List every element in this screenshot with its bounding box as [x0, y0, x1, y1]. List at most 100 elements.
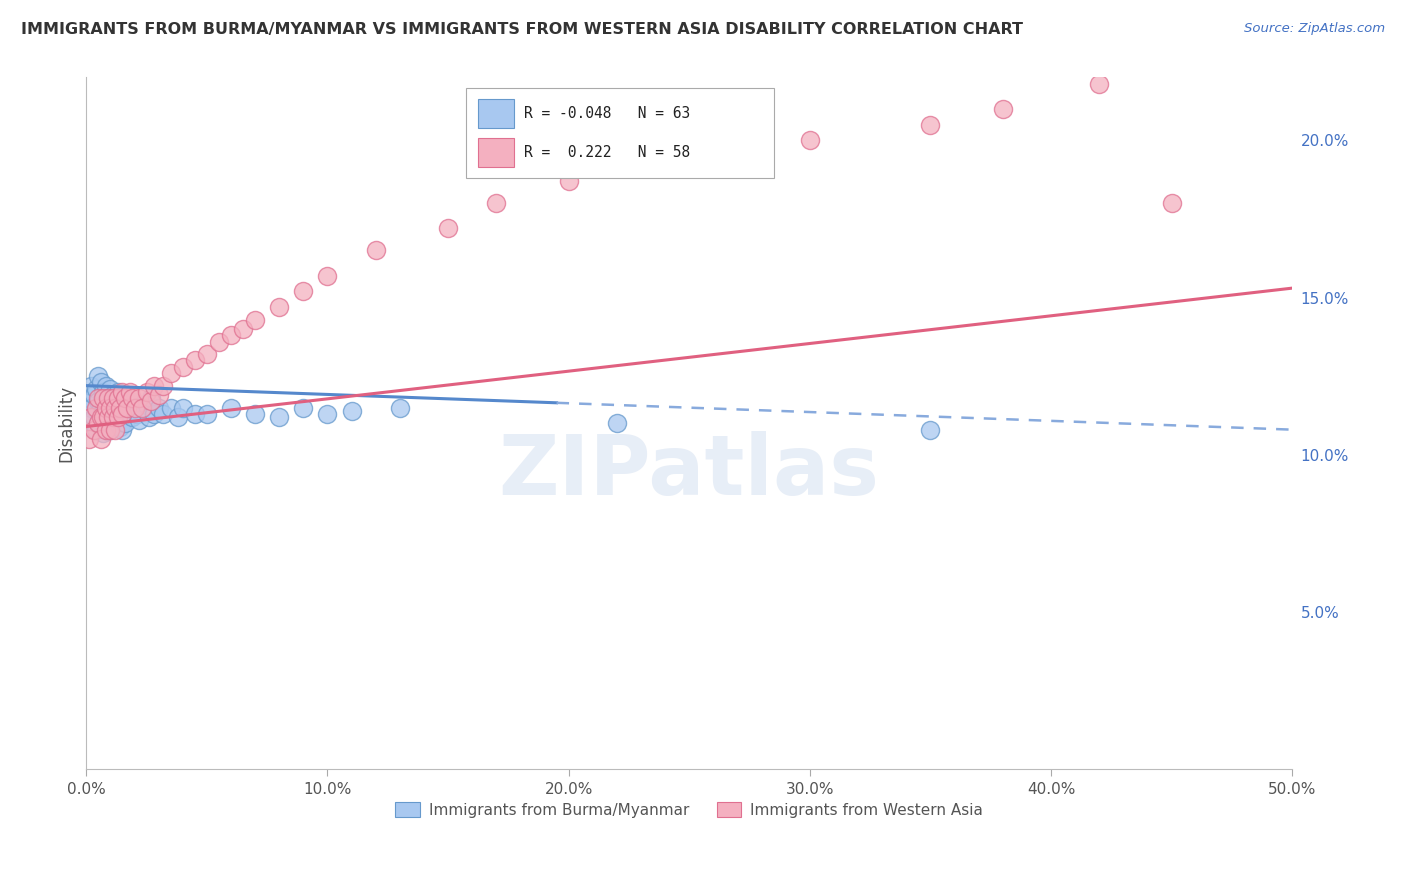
Point [108, 397, 131, 411]
Point [91, 425, 114, 440]
Point [219, 328, 242, 343]
Point [90, 397, 112, 411]
Point [232, 322, 254, 336]
Point [920, 423, 942, 437]
Point [243, 312, 266, 326]
Point [114, 397, 136, 411]
Point [107, 410, 129, 425]
Point [131, 401, 153, 415]
Point [87, 394, 110, 409]
Point [100, 404, 122, 418]
Point [100, 423, 122, 437]
Point [121, 391, 143, 405]
Point [104, 413, 127, 427]
Point [152, 378, 174, 392]
Point [91, 391, 114, 405]
Point [107, 391, 129, 405]
Point [195, 407, 218, 421]
Point [87, 369, 110, 384]
Point [101, 391, 124, 405]
Text: Source: ZipAtlas.com: Source: ZipAtlas.com [1244, 22, 1385, 36]
Point [437, 221, 460, 235]
Point [128, 391, 150, 405]
Point [80, 410, 103, 425]
Point [316, 407, 339, 421]
Point [121, 410, 143, 425]
FancyBboxPatch shape [478, 99, 515, 128]
Text: IMMIGRANTS FROM BURMA/MYANMAR VS IMMIGRANTS FROM WESTERN ASIA DISABILITY CORRELA: IMMIGRANTS FROM BURMA/MYANMAR VS IMMIGRA… [21, 22, 1024, 37]
Point [108, 419, 131, 434]
Point [184, 407, 207, 421]
Point [111, 407, 134, 421]
Point [167, 410, 190, 425]
Point [100, 401, 122, 415]
Point [184, 353, 207, 368]
Point [90, 432, 112, 446]
Point [138, 410, 160, 425]
Point [117, 401, 139, 415]
Text: ZIPatlas: ZIPatlas [499, 432, 880, 512]
Point [104, 394, 127, 409]
Point [84, 401, 107, 415]
Point [1160, 196, 1182, 211]
Point [799, 133, 821, 147]
Point [107, 384, 129, 399]
Point [118, 384, 141, 399]
Y-axis label: Disability: Disability [58, 384, 75, 462]
Point [117, 407, 139, 421]
Point [195, 347, 218, 361]
Point [991, 102, 1014, 116]
Point [100, 382, 122, 396]
Point [84, 382, 107, 396]
Point [388, 401, 411, 415]
Point [316, 268, 339, 283]
Point [91, 410, 114, 425]
Point [152, 407, 174, 421]
Point [90, 419, 112, 434]
Point [135, 384, 157, 399]
Point [125, 407, 148, 421]
Point [87, 417, 110, 431]
Point [107, 404, 129, 418]
Point [920, 118, 942, 132]
Point [124, 401, 146, 415]
Point [124, 401, 146, 415]
Point [87, 417, 110, 431]
Point [364, 244, 387, 258]
Point [100, 423, 122, 437]
Point [142, 378, 165, 392]
Point [172, 401, 194, 415]
Point [148, 401, 170, 415]
Point [91, 404, 114, 418]
Point [219, 401, 242, 415]
Point [111, 423, 134, 437]
Point [108, 401, 131, 415]
Point [1088, 77, 1111, 91]
Point [90, 376, 112, 390]
Point [243, 407, 266, 421]
Text: R = -0.048   N = 63: R = -0.048 N = 63 [524, 106, 690, 121]
FancyBboxPatch shape [478, 137, 515, 167]
Point [83, 423, 105, 437]
Point [172, 359, 194, 374]
Point [90, 410, 112, 425]
Text: R =  0.222   N = 58: R = 0.222 N = 58 [524, 145, 690, 160]
Point [97, 410, 120, 425]
Point [159, 366, 181, 380]
Point [135, 397, 157, 411]
Point [94, 423, 117, 437]
Point [80, 401, 103, 415]
Point [97, 410, 120, 425]
Point [104, 401, 127, 415]
Point [94, 401, 117, 415]
Point [131, 401, 153, 415]
Point [485, 196, 508, 211]
Point [87, 391, 110, 405]
Point [114, 391, 136, 405]
Point [97, 391, 120, 405]
Point [292, 401, 315, 415]
Point [678, 149, 700, 163]
Point [83, 410, 105, 425]
Point [101, 388, 124, 402]
Point [77, 432, 100, 446]
